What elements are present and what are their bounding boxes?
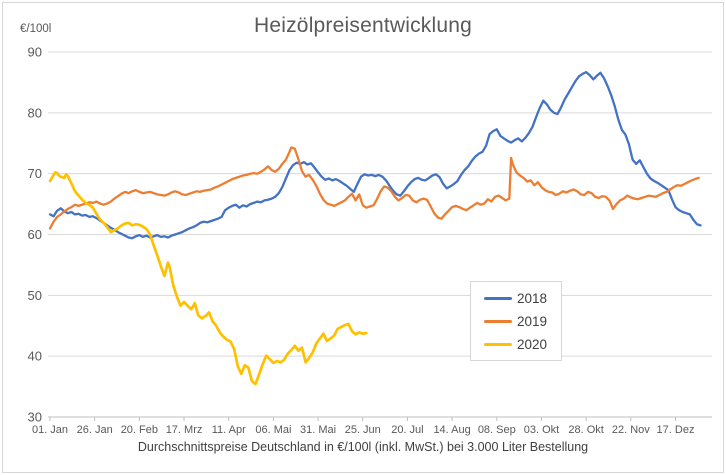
svg-text:30: 30: [28, 410, 42, 425]
legend-swatch-2019: [484, 319, 512, 323]
legend-swatch-2020: [484, 342, 512, 346]
legend-label-2019: 2019: [517, 313, 548, 329]
legend-item-2019: 2019: [484, 314, 561, 329]
legend: 2018 2019 2020: [470, 281, 562, 361]
svg-text:80: 80: [28, 105, 42, 120]
svg-text:90: 90: [28, 45, 42, 60]
svg-text:17. Dez: 17. Dez: [657, 424, 695, 436]
y-axis-unit-label: €/100l: [20, 23, 52, 35]
svg-text:25. Jun: 25. Jun: [345, 424, 381, 436]
svg-text:06. Mai: 06. Mai: [255, 424, 291, 436]
chart-footer-caption: Durchschnittspreise Deutschland in €/100…: [137, 440, 589, 454]
svg-text:70: 70: [28, 166, 42, 181]
svg-text:11. Apr: 11. Apr: [212, 424, 246, 436]
svg-text:26. Jan: 26. Jan: [77, 424, 113, 436]
svg-text:50: 50: [28, 288, 42, 303]
svg-text:28. Okt: 28. Okt: [568, 424, 603, 436]
svg-text:08. Sep: 08. Sep: [478, 424, 516, 436]
svg-text:31. Mai: 31. Mai: [300, 424, 336, 436]
legend-label-2018: 2018: [517, 290, 548, 306]
svg-text:22. Nov: 22. Nov: [612, 424, 650, 436]
legend-label-2020: 2020: [517, 336, 548, 352]
legend-swatch-2018: [484, 296, 512, 300]
svg-text:40: 40: [28, 349, 42, 364]
legend-item-2018: 2018: [484, 291, 561, 306]
svg-text:14. Aug: 14. Aug: [433, 424, 470, 436]
svg-text:03. Okt: 03. Okt: [524, 424, 559, 436]
svg-text:60: 60: [28, 227, 42, 242]
svg-text:01. Jan: 01. Jan: [32, 424, 68, 436]
svg-text:20. Jul: 20. Jul: [391, 424, 423, 436]
svg-text:20. Feb: 20. Feb: [121, 424, 158, 436]
legend-item-2020: 2020: [484, 337, 561, 352]
svg-text:17. Mrz: 17. Mrz: [166, 424, 203, 436]
chart-title: Heizölpreisentwicklung: [254, 14, 472, 37]
